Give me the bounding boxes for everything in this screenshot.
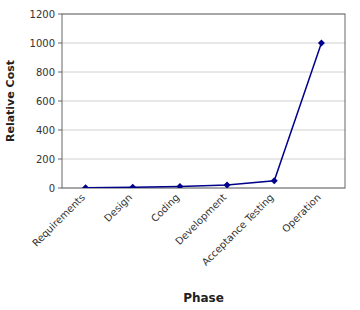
tick-label: 600 (36, 96, 55, 107)
tick-mark (58, 14, 62, 15)
y-axis: 0 200 400 600 800 1000 1200 (30, 9, 345, 194)
marker (224, 182, 231, 188)
grid-line (62, 72, 345, 73)
tick-label: Requirements (30, 192, 87, 249)
marker (318, 40, 325, 47)
tick-mark (58, 130, 62, 131)
tick-label: 400 (36, 125, 55, 136)
series (82, 40, 325, 189)
tick-label: Acceptance Testing (200, 192, 276, 268)
x-axis: RequirementsDesignCodingDevelopmentAccep… (30, 192, 323, 268)
line (86, 43, 322, 188)
tick-label: 1200 (30, 9, 55, 20)
tick-label: 800 (36, 67, 55, 78)
grid-line (62, 101, 345, 102)
chart: 0 200 400 600 800 1000 1200 Requirements Design C… (0, 0, 360, 310)
tick-label: 0 (49, 183, 55, 194)
tick-label: 200 (36, 154, 55, 165)
tick-label: Operation (280, 192, 323, 235)
tick-label: 1000 (30, 38, 55, 49)
tick-mark (58, 43, 62, 44)
tick-label: Coding (149, 192, 181, 224)
chart-container: 0 200 400 600 800 1000 1200 Requirements Design C… (0, 0, 360, 310)
tick-label: Design (102, 192, 134, 224)
tick-mark (58, 72, 62, 73)
y-axis-label: Relative Cost (4, 60, 17, 142)
marker (129, 184, 136, 188)
grid-line (62, 43, 345, 44)
tick-mark (58, 188, 62, 189)
x-axis-label: Phase (183, 291, 224, 305)
marker (82, 184, 89, 188)
grid-line (62, 130, 345, 131)
marker (176, 183, 183, 188)
plot-frame (62, 14, 345, 188)
marker (271, 177, 278, 184)
grid-line (62, 159, 345, 160)
tick-mark (58, 159, 62, 160)
tick-mark (58, 101, 62, 102)
